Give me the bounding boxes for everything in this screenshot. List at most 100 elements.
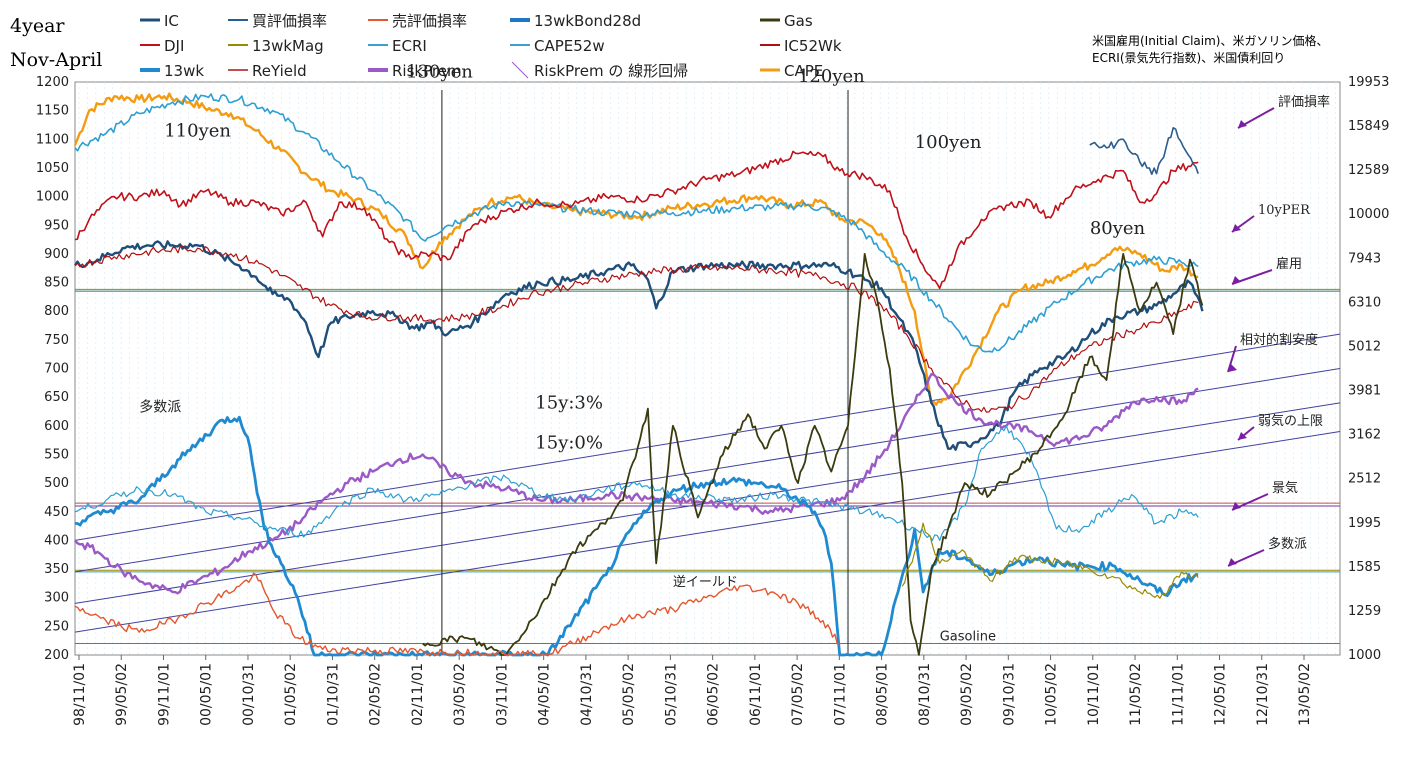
annotation-label: 130yen [406,61,473,82]
legend-label: DJI [164,37,184,55]
left-tick-label: 650 [44,390,69,405]
legend-entry: 売評価損率 [368,12,467,30]
annotation-label: 100yen [915,132,982,153]
legend-label: IC [164,12,179,30]
legend-label: RiskPrem [392,62,462,80]
left-tick-label: 1150 [36,104,69,119]
legend-entry: IC [140,12,179,30]
series-line [74,572,840,656]
series-line [74,150,1199,290]
left-tick-label: 350 [44,562,69,577]
side-arrowhead [1238,120,1247,128]
right-tick-label: 1585 [1348,560,1381,575]
vertical-gridlines [78,82,1336,655]
right-tick-label: 3981 [1348,384,1381,399]
series-line [74,240,1204,451]
x-tick-label: 09/10/31 [1001,663,1017,726]
regression-line [74,431,1341,633]
side-arrowhead [1228,364,1237,372]
legend-label: RiskPrem の 線形回帰 [534,62,688,80]
chart-title-line-2: Nov-April [10,49,102,71]
legend-entry: ReYield [228,62,307,80]
x-tick-label: 00/05/01 [199,663,215,726]
chart-note-line-1: 米国雇用(Initial Claim)、米ガソリン価格、 [1092,33,1328,48]
series-line [74,373,1199,595]
right-tick-label: 12589 [1348,163,1389,178]
side-label: 評価損率 [1278,94,1330,110]
legend-entry: 13wkMag [228,37,324,55]
side-arrowhead [1232,502,1241,510]
series-line [74,425,1199,542]
x-tick-label: 99/05/02 [114,663,130,726]
chart-note-line-2: ECRI(景気先行指数)、米国債利回り [1092,50,1285,65]
x-tick-label: 11/05/02 [1128,663,1144,726]
legend-entry: 13wkBond28d [510,12,641,30]
left-tick-label: 200 [44,648,69,663]
series-line [74,245,1199,413]
right-tick-label: 3162 [1348,428,1381,443]
legend-entry: CAPE [760,62,823,80]
chart-title-line-1: 4year [10,15,65,37]
x-tick-label: 02/05/02 [368,663,384,726]
left-tick-label: 550 [44,447,69,462]
legend-label: ECRI [392,37,427,55]
x-tick-label: 04/05/01 [537,663,553,726]
left-tick-label: 1200 [36,75,69,90]
right-tick-label: 15849 [1348,119,1389,134]
series-line [901,522,1199,599]
right-tick-label: 10000 [1348,207,1389,222]
legend-label: 売評価損率 [392,12,467,30]
left-tick-label: 500 [44,476,69,491]
x-tick-label: 11/11/01 [1170,663,1186,726]
annotation-label: Gasoline [940,630,996,645]
annotation-label: 逆イールド [673,574,738,590]
x-tick-label: 08/05/01 [875,663,891,726]
right-tick-label: 7943 [1348,251,1381,266]
x-tick-label: 01/10/31 [325,663,341,726]
legend-entry: DJI [140,37,184,55]
legend-entry: RiskPrem の 線形回帰 [511,61,688,80]
series-line [422,252,1204,656]
annotation-label: 80yen [1090,218,1146,239]
left-tick-label: 450 [44,505,69,520]
side-arrowhead [1238,432,1247,440]
legend-entry: RiskPrem [368,62,462,80]
x-tick-label: 02/11/01 [410,663,426,726]
side-label: 相対的割安度 [1240,332,1318,348]
series-line [1089,127,1199,175]
series-line [74,415,1199,657]
x-tick-label: 13/05/02 [1297,663,1313,726]
left-tick-label: 300 [44,591,69,606]
left-tick-label: 700 [44,362,69,377]
left-tick-label: 1100 [36,132,69,147]
x-tick-label: 05/05/02 [621,663,637,726]
x-tick-label: 12/10/31 [1255,663,1271,726]
legend-entry: Gas [760,12,813,30]
side-label: 多数派 [1268,536,1307,552]
legend-label: IC52Wk [784,37,842,55]
legend-label: 買評価損率 [252,12,327,30]
side-arrowhead [1228,558,1237,566]
series-line [73,92,1199,406]
left-tick-label: 400 [44,533,69,548]
trend-lines [74,333,1341,633]
legend-entry: 13wk [140,62,204,80]
left-tick-label: 950 [44,218,69,233]
left-tick-label: 600 [44,419,69,434]
x-tick-label: 98/11/01 [72,663,88,726]
legend-entry: CAPE52w [510,37,605,55]
right-tick-label: 1259 [1348,604,1381,619]
x-tick-label: 09/05/02 [959,663,975,726]
x-tick-label: 05/10/31 [663,663,679,726]
x-tick-label: 10/05/02 [1044,663,1060,726]
annotation-label: 多数派 [139,398,181,415]
side-arrow [1227,345,1237,373]
right-axis: 1000 1259 1585 1995 2512 3162 3981 5012 6310 7943… [1348,75,1389,663]
legend-entry: ECRI [368,37,427,55]
x-tick-label: 03/05/02 [452,663,468,726]
left-tick-label: 800 [44,304,69,319]
x-tick-label: 08/10/31 [917,663,933,726]
left-tick-label: 1050 [36,161,69,176]
series-line [74,93,1199,353]
